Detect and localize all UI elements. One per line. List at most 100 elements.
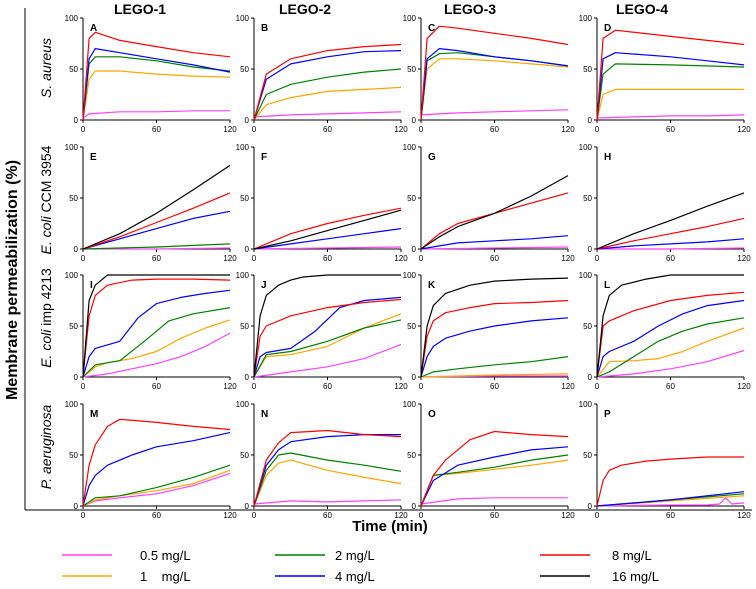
legend-item-2-mg-l: 2 mg/L — [275, 548, 375, 563]
x-tick-label: 60 — [666, 382, 675, 391]
column-title-lego-4: LEGO-4 — [616, 1, 668, 17]
panel-letter: E — [90, 152, 97, 163]
series-line-0-5-mg-l — [83, 247, 231, 250]
panel-n: 0 50 100 0 60 120 N — [236, 400, 409, 520]
panel-e: 0 50 100 0 60 120 E — [65, 143, 238, 263]
row-label-p-aeruginosa: P. aeruginosa — [38, 404, 54, 489]
panel-l: 0 50 100 0 60 120 L — [579, 271, 752, 391]
y-tick-label: 100 — [579, 400, 593, 409]
panel-letter: J — [261, 280, 267, 291]
series-line-0-5-mg-l — [82, 472, 231, 507]
series-line-2-mg-l — [253, 68, 402, 121]
x-tick-label: 0 — [419, 125, 424, 134]
y-tick-label: 0 — [588, 245, 593, 254]
y-tick-label: 100 — [579, 271, 593, 280]
legend: 0.5 mg/L 1 mg/L 2 mg/L 4 mg/L 8 mg/L 16 … — [62, 548, 659, 584]
series-line-0-5-mg-l — [253, 111, 402, 118]
series-line-16-mg-l — [253, 274, 401, 378]
x-tick-label: 120 — [737, 511, 751, 520]
panel-letter: K — [428, 280, 436, 291]
y-tick-label: 50 — [240, 65, 249, 74]
x-tick-label: 60 — [666, 511, 675, 520]
column-title-lego-1: LEGO-1 — [114, 1, 166, 17]
series-line-1-mg-l — [596, 88, 744, 121]
series-line-8-mg-l — [596, 29, 745, 121]
y-tick-label: 0 — [412, 502, 417, 511]
y-tick-label: 50 — [69, 451, 78, 460]
series-line-8-mg-l — [420, 430, 569, 507]
y-tick-label: 100 — [65, 400, 79, 409]
x-tick-label: 120 — [561, 254, 575, 263]
panel-letter: L — [604, 280, 610, 291]
panel-d: 0 50 100 0 60 120 D — [579, 14, 752, 134]
panel-i: 0 50 100 0 60 120 I — [65, 271, 238, 391]
y-tick-label: 50 — [583, 65, 592, 74]
x-tick-label: 60 — [490, 254, 499, 263]
y-tick-label: 50 — [583, 451, 592, 460]
x-tick-label: 120 — [223, 125, 237, 134]
series-line-2-mg-l — [253, 319, 402, 378]
panel-letter: F — [261, 152, 267, 163]
series-line-2-mg-l — [253, 452, 402, 507]
x-tick-label: 120 — [561, 125, 575, 134]
series-line-0-5-mg-l — [420, 109, 569, 116]
series-line-1-mg-l — [253, 313, 402, 378]
series-line-16-mg-l — [420, 277, 569, 378]
row-label-e-coli-ccm-3954: E. coli CCM 3954 — [38, 145, 54, 254]
x-tick-label: 60 — [666, 125, 675, 134]
x-tick-label: 120 — [737, 125, 751, 134]
panel-a: 0 50 100 0 60 120 A — [65, 14, 238, 134]
series-line-4-mg-l — [82, 289, 231, 378]
panel-letter: G — [428, 152, 436, 163]
y-tick-label: 100 — [579, 14, 593, 23]
y-tick-label: 0 — [412, 245, 417, 254]
y-tick-label: 0 — [412, 373, 417, 382]
y-tick-label: 50 — [407, 322, 416, 331]
series-line-4-mg-l — [596, 238, 745, 250]
series-line-1-mg-l — [596, 327, 745, 378]
y-tick-label: 100 — [403, 14, 417, 23]
legend-item-4-mg-l: 4 mg/L — [275, 569, 375, 584]
x-tick-label: 0 — [252, 382, 257, 391]
y-tick-label: 100 — [236, 143, 250, 152]
x-tick-label: 0 — [595, 254, 600, 263]
series-line-8-mg-l — [420, 192, 569, 250]
series-line-2-mg-l — [82, 243, 231, 250]
series-line-8-mg-l — [420, 299, 569, 378]
y-tick-label: 50 — [407, 65, 416, 74]
series-line-8-mg-l — [253, 298, 402, 378]
series-line-8-mg-l — [82, 31, 231, 121]
y-tick-label: 100 — [236, 400, 250, 409]
panel-o: 0 50 100 0 60 120 O — [403, 400, 576, 520]
x-tick-label: 0 — [595, 511, 600, 520]
series-line-0-5-mg-l — [253, 499, 402, 505]
x-tick-label: 0 — [595, 125, 600, 134]
series-line-4-mg-l — [253, 228, 402, 250]
y-tick-label: 100 — [236, 271, 250, 280]
column-title-lego-3: LEGO-3 — [444, 1, 496, 17]
x-tick-label: 0 — [81, 125, 86, 134]
series-line-4-mg-l — [82, 210, 231, 250]
panel-b: 0 50 100 0 60 120 B — [236, 14, 409, 134]
y-tick-label: 50 — [240, 194, 249, 203]
panel-letter: M — [90, 409, 98, 420]
series-line-16-mg-l — [420, 175, 569, 250]
series-line-8-mg-l — [82, 418, 231, 507]
panel-letter: N — [261, 409, 268, 420]
y-tick-label: 100 — [65, 14, 79, 23]
x-tick-label: 120 — [394, 125, 408, 134]
series-line-8-mg-l — [420, 25, 569, 121]
y-tick-label: 0 — [74, 373, 79, 382]
series-line-4-mg-l — [82, 47, 231, 121]
panel-letter: H — [604, 152, 611, 163]
x-tick-label: 60 — [666, 254, 675, 263]
x-tick-label: 120 — [737, 254, 751, 263]
series-line-16-mg-l — [596, 274, 744, 378]
panel-letter: A — [90, 23, 97, 34]
x-tick-label: 120 — [223, 511, 237, 520]
series-line-4-mg-l — [596, 491, 745, 507]
legend-label: 4 mg/L — [335, 569, 375, 584]
x-tick-label: 60 — [490, 382, 499, 391]
series-line-4-mg-l — [82, 432, 231, 507]
